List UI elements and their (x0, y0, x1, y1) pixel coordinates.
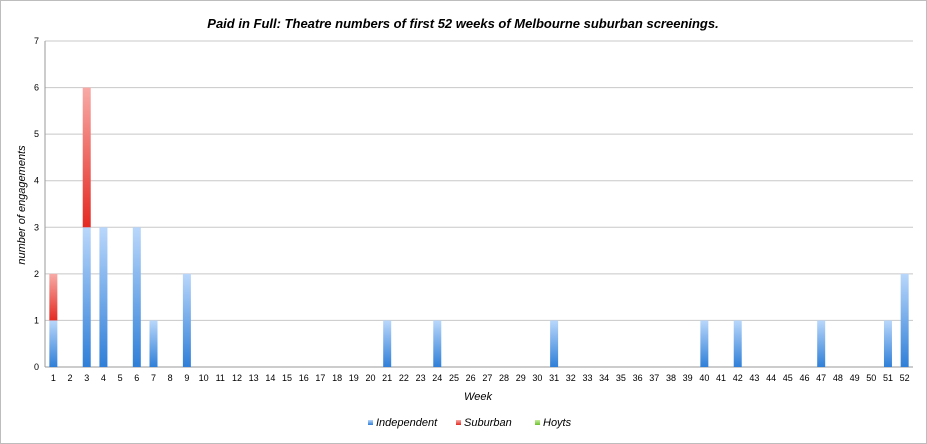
legend-swatch-independent (368, 420, 373, 425)
x-tick-label: 11 (216, 373, 225, 383)
legend-swatch-hoyts (535, 420, 540, 425)
x-tick-label: 28 (499, 373, 509, 383)
bar-independent-week-7 (149, 320, 158, 367)
bar-independent-week-21 (383, 320, 392, 367)
bar-independent-week-4 (99, 227, 108, 367)
x-tick-label: 16 (299, 373, 309, 383)
y-tick-labels: 0 1 2 3 4 5 6 7 (34, 36, 39, 372)
x-tick-label: 30 (532, 373, 542, 383)
legend: Independent Suburban Hoyts (368, 417, 572, 429)
x-tick-label: 25 (449, 373, 459, 383)
x-tick-label: 43 (749, 373, 759, 383)
y-tick-label: 5 (34, 129, 39, 139)
x-tick-label: 47 (816, 373, 826, 383)
x-tick-label: 22 (399, 373, 409, 383)
x-tick-label: 41 (716, 373, 726, 383)
x-tick-label: 46 (799, 373, 809, 383)
y-axis-label: number of engagements (16, 145, 28, 265)
x-tick-label: 36 (633, 373, 643, 383)
bar-independent-week-1 (49, 320, 58, 367)
x-tick-label: 34 (599, 373, 609, 383)
bar-independent-week-31 (550, 320, 559, 367)
x-tick-label: 26 (466, 373, 476, 383)
x-tick-label: 29 (516, 373, 526, 383)
x-tick-label: 12 (232, 373, 242, 383)
x-tick-label: 24 (432, 373, 442, 383)
bar-independent-week-51 (883, 320, 892, 367)
x-tick-label: 20 (365, 373, 375, 383)
y-tick-label: 6 (34, 83, 39, 93)
y-tick-label: 4 (34, 176, 39, 186)
bar-independent-week-52 (900, 273, 909, 367)
y-tick-label: 7 (34, 36, 39, 46)
x-tick-label: 8 (168, 373, 173, 383)
x-tick-label: 48 (833, 373, 843, 383)
x-tick-labels: 1 2 3 4 5 6 7 8 9 10 11 12 13 14 15 16 17 18 19 20 21 22 23 24 2… (51, 373, 910, 383)
x-tick-label: 3 (84, 373, 89, 383)
x-tick-label: 44 (766, 373, 776, 383)
y-tick-label: 0 (34, 362, 39, 372)
x-tick-label: 10 (199, 373, 209, 383)
x-tick-label: 18 (332, 373, 342, 383)
bar-independent-week-47 (817, 320, 826, 367)
y-tick-label: 2 (34, 269, 39, 279)
x-tick-label: 23 (416, 373, 426, 383)
gridlines (44, 40, 913, 368)
x-tick-label: 6 (134, 373, 139, 383)
x-tick-label: 31 (549, 373, 559, 383)
x-tick-label: 15 (282, 373, 292, 383)
chart-title: Paid in Full: Theatre numbers of first 5… (207, 16, 718, 31)
x-tick-label: 40 (699, 373, 709, 383)
legend-label-suburban: Suburban (464, 417, 512, 429)
x-tick-label: 9 (184, 373, 189, 383)
x-tick-label: 1 (51, 373, 56, 383)
x-tick-label: 32 (566, 373, 576, 383)
legend-label-independent: Independent (376, 417, 438, 429)
bar-independent-week-3 (82, 227, 91, 367)
y-tick-label: 1 (34, 315, 39, 325)
x-tick-label: 17 (315, 373, 325, 383)
bar-independent-week-40 (700, 320, 709, 367)
x-tick-label: 14 (265, 373, 275, 383)
x-tick-label: 13 (249, 373, 259, 383)
x-tick-label: 39 (683, 373, 693, 383)
bar-suburban-week-3 (82, 87, 91, 228)
x-tick-label: 5 (118, 373, 123, 383)
x-tick-label: 27 (482, 373, 492, 383)
x-tick-label: 42 (733, 373, 743, 383)
x-tick-label: 21 (382, 373, 392, 383)
bar-suburban-week-1 (49, 273, 58, 321)
x-tick-label: 37 (649, 373, 659, 383)
bar-independent-week-24 (433, 320, 442, 367)
x-tick-label: 51 (883, 373, 893, 383)
x-tick-label: 35 (616, 373, 626, 383)
x-tick-label: 7 (151, 373, 156, 383)
x-tick-label: 38 (666, 373, 676, 383)
x-tick-label: 50 (866, 373, 876, 383)
x-tick-label: 2 (68, 373, 73, 383)
x-tick-label: 19 (349, 373, 359, 383)
x-tick-label: 4 (101, 373, 106, 383)
legend-label-hoyts: Hoyts (543, 417, 572, 429)
x-tick-label: 33 (582, 373, 592, 383)
y-tick-label: 3 (34, 222, 39, 232)
bar-independent-week-6 (132, 227, 141, 367)
x-tick-label: 45 (783, 373, 793, 383)
x-tick-label: 52 (900, 373, 910, 383)
x-tick-label: 49 (850, 373, 860, 383)
bar-independent-week-9 (182, 273, 191, 367)
legend-swatch-suburban (456, 420, 461, 425)
bars (49, 87, 909, 367)
bar-independent-week-42 (733, 320, 742, 367)
x-axis-label: Week (464, 391, 492, 403)
